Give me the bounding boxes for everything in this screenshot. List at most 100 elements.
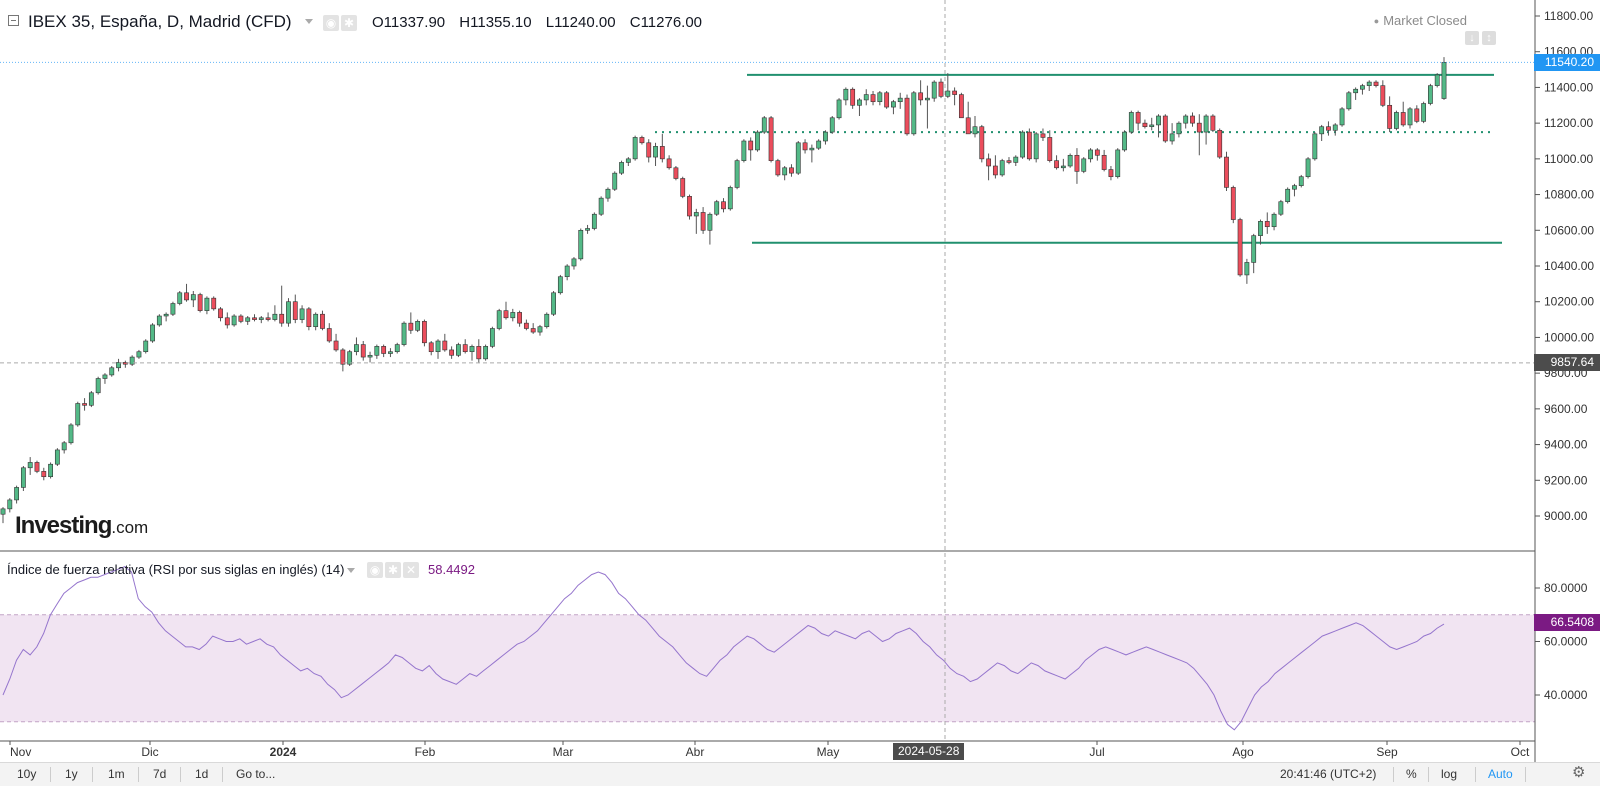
candle [428,341,434,356]
collapse-icon[interactable] [8,15,19,26]
gear-icon[interactable]: ✱ [385,562,401,578]
candle [68,423,74,445]
candle-body [1312,133,1318,160]
candle-body [415,321,421,331]
rsi-axis-ticks[interactable]: 80.0000 60.0000 40.0000 [1535,581,1588,702]
candle [1400,101,1406,127]
ohlc-low: L11240.00 [545,14,616,31]
candle-body [1128,112,1134,133]
candle [442,333,448,352]
candle-body [299,308,305,320]
candle-body [1387,104,1393,129]
candle-body [952,90,958,95]
candle-body [476,346,482,360]
range-1d-button[interactable]: 1d [195,767,209,781]
gear-icon[interactable]: ✱ [341,15,357,31]
rsi-current-value: 58.4492 [428,562,475,577]
candle-body [761,117,767,133]
candle [653,142,658,166]
candle-body [646,142,652,158]
arrow-down-icon[interactable]: ↓ [1465,31,1479,45]
candle-body [1047,137,1053,161]
symbol-title[interactable]: IBEX 35, España, D, Madrid (CFD) [28,12,292,31]
eye-icon[interactable]: ◉ [323,15,339,31]
candle [61,441,67,454]
candle-body [306,308,312,328]
candle [925,85,930,129]
candle-body [897,97,903,103]
range-10y-button[interactable]: 10y [17,767,37,781]
price-axis-ticks[interactable]: 11800.0011600.0011400.0011200.0011000.00… [1535,9,1594,523]
candle [197,292,203,313]
candle-body [41,471,47,478]
candle-body [1305,158,1311,178]
auto-toggle[interactable]: Auto [1488,767,1513,781]
candles[interactable] [0,57,1447,524]
candle-body [340,349,346,365]
candle-body [1224,156,1229,188]
rsi-line[interactable] [2,566,1445,731]
candle [721,198,726,213]
candle [503,301,509,320]
candle [1088,148,1093,163]
close-icon[interactable]: ✕ [403,562,419,578]
candle-body [177,292,183,304]
candle [102,373,108,384]
candle-body [1006,160,1012,163]
candle [483,344,489,361]
candle [564,264,570,281]
candle-body [517,312,522,324]
candle-body [605,188,611,199]
rsi-tick-label: 80.0000 [1544,581,1588,595]
log-toggle[interactable]: log [1441,767,1458,781]
arrows-vertical-icon[interactable]: ↕ [1482,31,1496,45]
candle-body [925,97,930,101]
range-1m-button[interactable]: 1m [108,767,125,781]
candle-body [1332,124,1338,131]
ohlc-high: H11355.10 [459,14,532,31]
candle [231,314,237,327]
candle-body [972,126,978,135]
chevron-down-icon[interactable] [305,19,313,24]
candle-body [884,92,890,108]
candle [340,348,346,372]
eye-icon[interactable]: ◉ [367,562,383,578]
candle [1380,80,1386,108]
candle-body [265,317,271,320]
ohlc-open: O11337.90 [372,14,446,31]
candle [945,73,951,99]
range-7d-button[interactable]: 7d [153,767,167,781]
candle [836,98,842,120]
candle [1210,114,1216,133]
time-tick-label: Nov [10,745,31,759]
candle-body [360,344,366,358]
candle [41,467,47,481]
candle-body [394,344,400,353]
candle [415,319,421,333]
goto-button[interactable]: Go to... [236,767,276,781]
candle [408,312,414,334]
settings-gear-icon[interactable]: ⚙ [1572,764,1586,781]
candle [1326,121,1331,136]
percent-toggle[interactable]: % [1406,767,1417,781]
candle [700,207,706,234]
candle [489,326,495,349]
candle [82,398,87,411]
candle-body [170,303,176,315]
candle [88,391,94,408]
candle [734,158,740,190]
candle-body [714,201,720,215]
candle [1346,91,1352,111]
candle-body [979,126,985,160]
candle [829,116,835,134]
chevron-down-icon[interactable] [347,568,355,573]
rsi-title[interactable]: Índice de fuerza relativa (RSI por sus s… [7,562,345,577]
time-tick-label: Ago [1232,745,1254,759]
candle-body [1380,85,1386,106]
candle [163,312,169,322]
range-1y-button[interactable]: 1y [65,767,78,781]
candle [1224,151,1229,191]
candle-body [34,462,40,472]
candle-body [245,317,251,322]
time-axis-ticks[interactable]: Nov Dic 2024 Feb Mar Abr May Jul Ago Sep Oct [9,741,1530,759]
